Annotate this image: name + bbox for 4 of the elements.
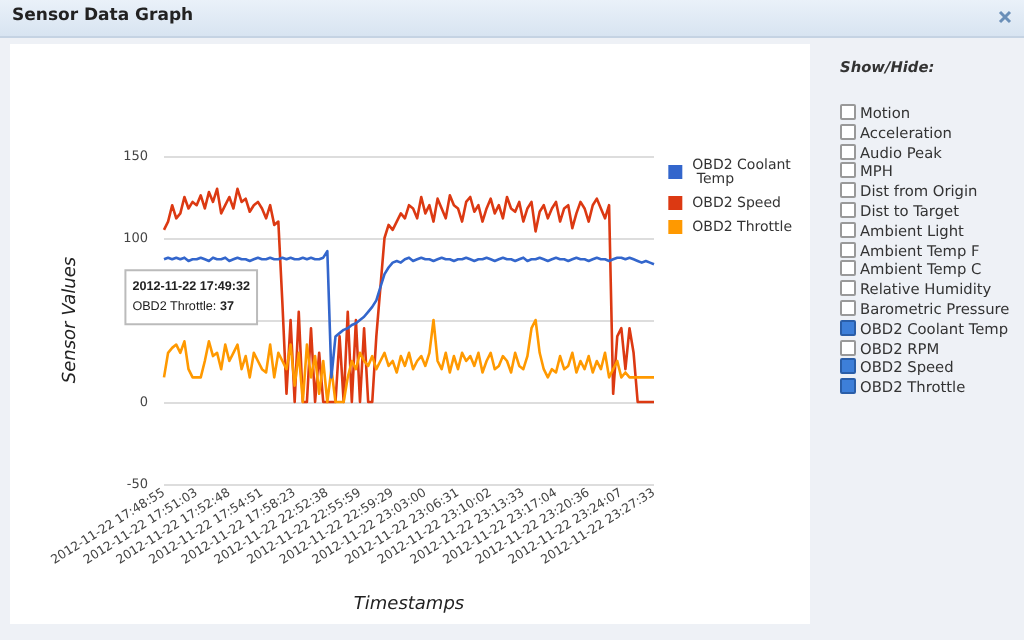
- x-axis-title: Timestamps: [353, 595, 465, 615]
- chart-title: Sensor Data Graph: [12, 6, 194, 26]
- y-axis-title: Sensor Values: [61, 256, 81, 384]
- line-series: [162, 318, 656, 404]
